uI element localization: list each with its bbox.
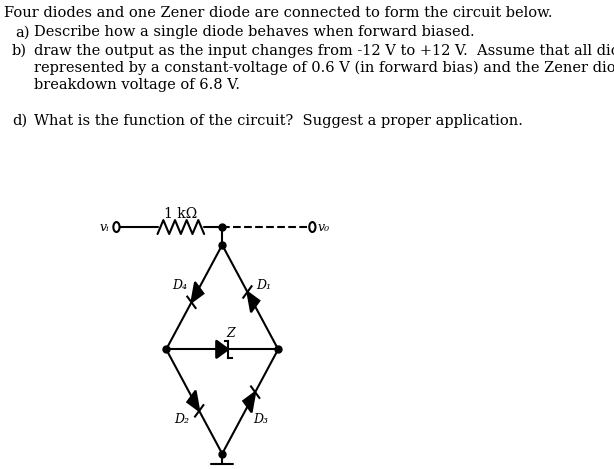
Text: draw the output as the input changes from -12 V to +12 V.  Assume that all diode: draw the output as the input changes fro… [34, 44, 614, 58]
Polygon shape [192, 282, 203, 303]
Polygon shape [243, 392, 255, 412]
Text: v₀: v₀ [317, 220, 330, 234]
Text: represented by a constant-voltage of 0.6 V (in forward bias) and the Zener diode: represented by a constant-voltage of 0.6… [34, 61, 614, 76]
Text: vᵢ: vᵢ [99, 220, 109, 234]
Text: D₁: D₁ [257, 279, 271, 292]
Text: What is the function of the circuit?  Suggest a proper application.: What is the function of the circuit? Sug… [34, 113, 523, 128]
Polygon shape [247, 292, 259, 312]
Polygon shape [187, 391, 199, 411]
Polygon shape [216, 340, 228, 358]
Text: Four diodes and one Zener diode are connected to form the circuit below.: Four diodes and one Zener diode are conn… [4, 7, 553, 20]
Circle shape [309, 222, 316, 232]
Text: d): d) [12, 113, 27, 128]
Text: Z: Z [226, 327, 235, 340]
Text: a): a) [15, 25, 29, 39]
Text: Describe how a single diode behaves when forward biased.: Describe how a single diode behaves when… [34, 25, 475, 39]
Text: D₂: D₂ [174, 414, 189, 426]
Text: 1 kΩ: 1 kΩ [164, 207, 198, 221]
Circle shape [114, 222, 120, 232]
Text: D₄: D₄ [173, 279, 187, 292]
Text: b): b) [12, 44, 27, 58]
Text: breakdown voltage of 6.8 V.: breakdown voltage of 6.8 V. [34, 78, 239, 92]
Text: D₃: D₃ [254, 414, 268, 426]
